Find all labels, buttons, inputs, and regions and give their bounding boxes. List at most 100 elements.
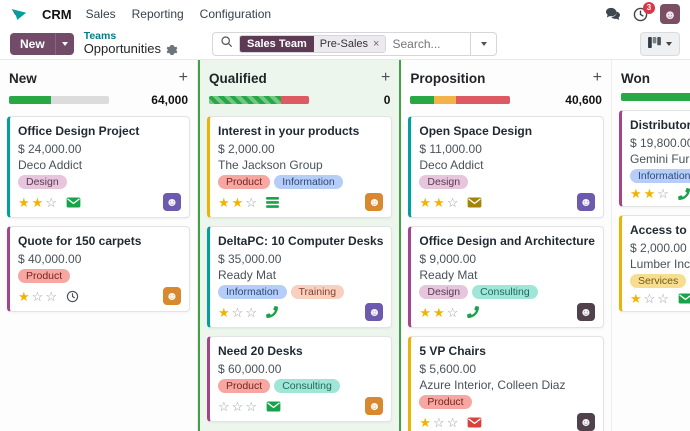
priority-star[interactable]: ★ <box>629 291 642 306</box>
column-header: Won+ <box>619 68 690 93</box>
priority-star[interactable]: ☆ <box>218 398 230 414</box>
column-progressbar[interactable] <box>9 96 109 104</box>
kanban-card[interactable]: Office Design Project $ 24,000.00 Deco Add… <box>7 116 190 218</box>
priority-star[interactable]: ☆ <box>446 414 459 430</box>
phone-icon[interactable] <box>467 306 480 318</box>
column-cards: Open Space Design $ 11,000.00 Deco Addict D… <box>408 116 604 431</box>
progress-segment[interactable] <box>434 96 457 104</box>
app-name[interactable]: CRM <box>42 6 72 22</box>
top-navbar: CRM Sales Reporting Configuration 3 ☻ <box>0 0 690 28</box>
progress-segment[interactable] <box>281 96 309 104</box>
progress-segment[interactable] <box>209 96 281 104</box>
envelope-icon[interactable] <box>467 196 482 208</box>
priority-star[interactable]: ★ <box>31 194 44 210</box>
kanban-card[interactable]: Need 20 Desks $ 60,000.00 Product Consultin… <box>207 336 393 422</box>
priority-star[interactable]: ★ <box>643 186 656 201</box>
priority-star[interactable]: ★ <box>419 304 432 320</box>
priority-star[interactable]: ☆ <box>45 288 57 304</box>
priority-star[interactable]: ☆ <box>446 194 459 210</box>
top-menu-sales[interactable]: Sales <box>85 7 116 21</box>
priority-star[interactable]: ★ <box>419 194 432 210</box>
priority-star[interactable]: ☆ <box>231 304 244 320</box>
kanban-card[interactable]: 5 VP Chairs $ 5,600.00 Azure Interior, Col… <box>408 336 604 431</box>
envelope-icon[interactable] <box>467 416 482 428</box>
priority-star[interactable]: ☆ <box>245 398 257 414</box>
salesperson-avatar[interactable]: ☻ <box>576 193 595 211</box>
kanban-card[interactable]: Access to Online Catalog $ 2,000.00 Lumber… <box>618 215 690 312</box>
new-dropdown-button[interactable] <box>54 32 74 55</box>
activities-clock-icon[interactable]: 3 <box>633 1 655 22</box>
list-icon[interactable] <box>266 196 279 208</box>
salesperson-avatar[interactable]: ☻ <box>365 193 384 211</box>
kanban-card[interactable]: DeltaPC: 10 Computer Desks $ 35,000.00 Rea… <box>207 226 393 328</box>
envelope-icon[interactable] <box>678 293 690 304</box>
progress-segment[interactable] <box>456 96 511 104</box>
top-menu-reporting[interactable]: Reporting <box>131 7 184 21</box>
search-bar[interactable]: Sales Team Pre-Sales × <box>212 31 498 56</box>
envelope-icon[interactable] <box>66 196 81 208</box>
clock-icon[interactable] <box>66 290 79 303</box>
priority-star[interactable]: ☆ <box>657 291 669 306</box>
progress-segment[interactable] <box>410 96 435 104</box>
kanban-card[interactable]: Quote for 150 carpets $ 40,000.00 Product ★… <box>7 226 190 312</box>
priority-star[interactable]: ☆ <box>433 414 445 430</box>
kanban-column-proposition: Proposition +40,600 Open Space Design $ 11,… <box>401 60 612 431</box>
priority-star[interactable]: ☆ <box>245 194 257 210</box>
kanban-card[interactable]: Office Design and Architecture $ 9,000.00… <box>408 226 604 328</box>
odoo-crm-logo-icon[interactable] <box>10 7 28 22</box>
kanban-card[interactable]: Open Space Design $ 11,000.00 Deco Addict D… <box>408 116 604 218</box>
priority-star[interactable]: ★ <box>231 194 244 210</box>
gear-icon[interactable] <box>166 44 178 56</box>
progress-segment[interactable] <box>9 96 51 104</box>
column-add-button[interactable]: + <box>381 69 391 86</box>
column-add-button[interactable]: + <box>592 69 602 86</box>
search-input[interactable] <box>392 36 465 51</box>
priority-star[interactable]: ★ <box>433 194 445 210</box>
envelope-icon[interactable] <box>266 400 281 412</box>
messages-icon[interactable] <box>605 7 621 21</box>
card-expected-revenue: $ 5,600.00 <box>419 362 477 376</box>
breadcrumb-teams-link[interactable]: Teams <box>83 30 117 42</box>
card-expected-revenue: $ 35,000.00 <box>218 252 282 266</box>
priority-star[interactable]: ☆ <box>657 186 669 201</box>
priority-star[interactable]: ☆ <box>643 291 656 306</box>
top-menu-configuration[interactable]: Configuration <box>199 7 272 21</box>
priority-star[interactable]: ☆ <box>446 304 459 320</box>
priority-star[interactable]: ★ <box>419 414 432 430</box>
salesperson-avatar[interactable]: ☻ <box>576 413 595 431</box>
salesperson-avatar[interactable]: ☻ <box>576 303 595 321</box>
salesperson-avatar[interactable]: ☻ <box>163 287 181 305</box>
tag-information: Information <box>218 285 287 299</box>
column-progressbar[interactable] <box>209 96 309 104</box>
priority-star[interactable]: ★ <box>433 304 445 320</box>
column-add-button[interactable]: + <box>178 69 188 86</box>
facet-remove-icon[interactable]: × <box>373 37 380 50</box>
priority-star[interactable]: ★ <box>218 194 230 210</box>
search-dropdown-toggle[interactable] <box>470 32 496 55</box>
new-button[interactable]: New <box>10 32 55 55</box>
salesperson-avatar[interactable]: ☻ <box>163 193 181 211</box>
priority-star[interactable]: ☆ <box>45 194 57 210</box>
priority-star[interactable]: ★ <box>18 288 30 304</box>
priority-star[interactable]: ★ <box>18 194 30 210</box>
progress-segment[interactable] <box>620 93 690 101</box>
priority-star[interactable]: ★ <box>629 186 642 201</box>
priority-star[interactable]: ☆ <box>231 398 244 414</box>
salesperson-avatar[interactable]: ☻ <box>365 397 384 415</box>
kanban-card[interactable]: Distributor Contract $ 19,800.00 Gemini Fu… <box>618 110 690 207</box>
card-partner: Gemini Furniture <box>629 152 690 166</box>
card-expected-revenue: $ 24,000.00 <box>18 142 82 156</box>
priority-star[interactable]: ☆ <box>31 288 44 304</box>
kanban-column-new: New +64,000 Office Design Project $ 24,000.… <box>0 60 198 431</box>
priority-star[interactable]: ★ <box>218 304 230 320</box>
column-title: Won <box>620 70 650 86</box>
priority-star[interactable]: ☆ <box>245 304 257 320</box>
view-switcher-kanban[interactable] <box>640 31 680 56</box>
salesperson-avatar[interactable]: ☻ <box>365 303 384 321</box>
column-progressbar[interactable] <box>620 93 690 101</box>
phone-icon[interactable] <box>265 306 278 318</box>
user-avatar[interactable]: ☻ <box>660 4 680 24</box>
column-progressbar[interactable] <box>410 96 511 104</box>
kanban-card[interactable]: Interest in your products $ 2,000.00 The J… <box>207 116 393 218</box>
phone-icon[interactable] <box>677 187 690 200</box>
